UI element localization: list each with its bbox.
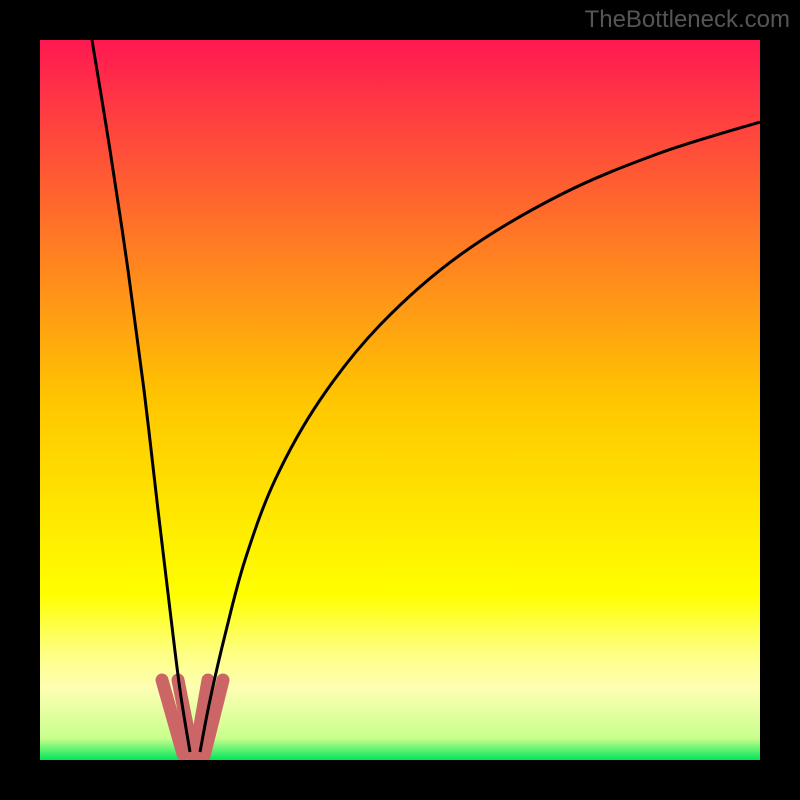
watermark-text: TheBottleneck.com	[585, 6, 790, 34]
chart-frame: TheBottleneck.com	[0, 0, 800, 800]
gradient-background	[40, 40, 760, 760]
plot-area	[40, 40, 760, 760]
chart-svg	[40, 40, 760, 760]
